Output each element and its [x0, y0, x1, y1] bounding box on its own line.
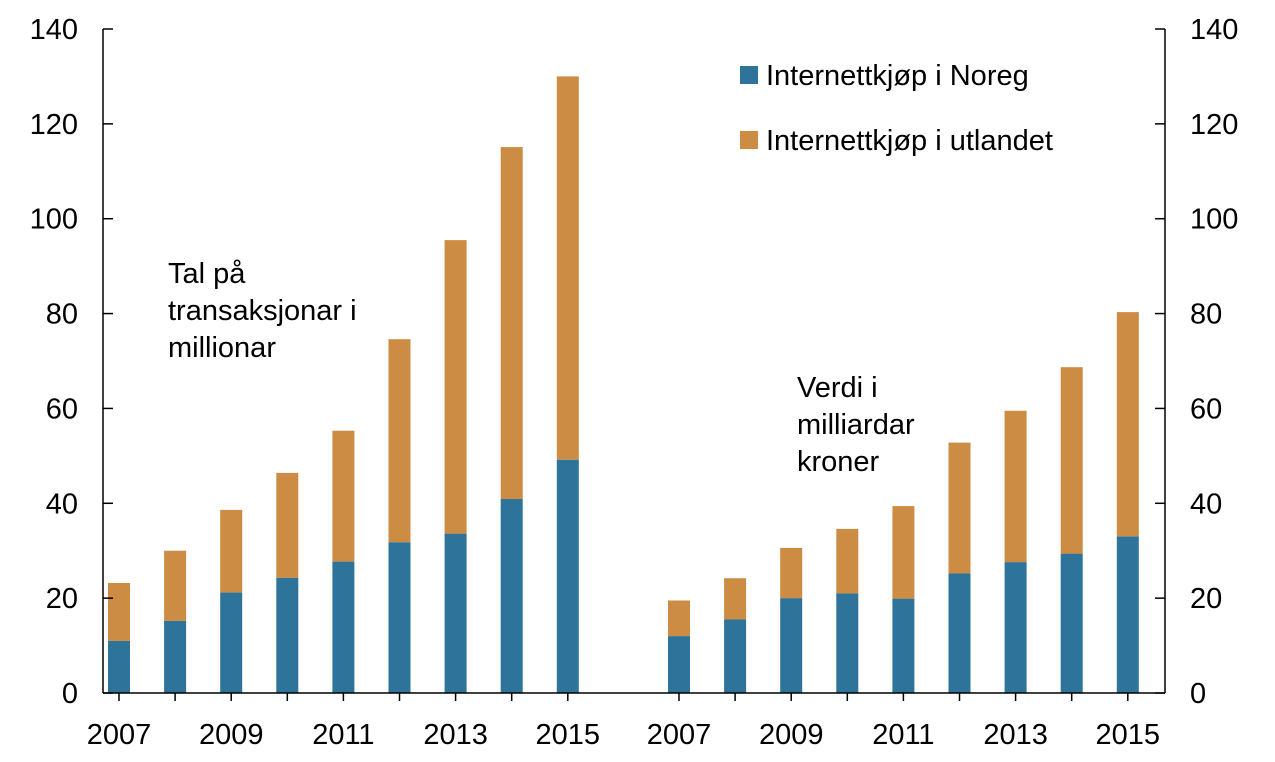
bar-g2-2013-s2 — [1004, 410, 1027, 563]
y-tick-label-right-60: 60 — [1190, 393, 1222, 425]
bar-g1-2010-s2 — [276, 472, 299, 578]
bar-g1-2012-s1 — [388, 542, 411, 693]
y-tick-label-left-0: 0 — [62, 678, 78, 710]
y-tick-label-left-120: 120 — [30, 109, 78, 141]
bar-g1-2007-s1 — [108, 640, 130, 693]
y-tick-label-right-120: 120 — [1190, 109, 1238, 141]
x-tick-label-7: 2011 — [872, 719, 934, 751]
bar-g2-2008-s2 — [724, 578, 747, 620]
annotation-left-line-3: millionar — [168, 332, 276, 364]
bar-g1-2011-s2 — [332, 430, 355, 562]
y-tick-label-left-40: 40 — [46, 488, 78, 520]
x-tick-label-6: 2009 — [759, 719, 824, 751]
x-tick-label-8: 2013 — [983, 719, 1048, 751]
x-tick-label-3: 2013 — [423, 719, 488, 751]
bar-g1-2013-s2 — [444, 240, 467, 534]
legend: Internettkjøp i Noreg Internettkjøp i utl… — [740, 60, 1053, 157]
bar-g2-2014-s2 — [1060, 367, 1083, 554]
annotation-left-line-2: transaksjonar i — [168, 295, 357, 327]
bar-g1-2007-s2 — [108, 583, 130, 641]
annotation-left-line-1: Tal på — [168, 258, 246, 290]
bar-g2-2007-s1 — [668, 636, 690, 693]
bar-g1-2008-s2 — [164, 550, 187, 621]
bar-g2-2007-s2 — [668, 600, 690, 637]
bar-g2-2010-s2 — [836, 528, 859, 594]
bar-g2-2011-s2 — [892, 506, 915, 599]
x-tick-label-4: 2015 — [536, 719, 601, 751]
bar-g1-2014-s1 — [500, 499, 523, 693]
bar-g2-2015-s2 — [1116, 312, 1139, 537]
y-tick-label-right-100: 100 — [1190, 204, 1238, 236]
annotation-right-line-1: Verdi i — [797, 372, 878, 404]
annotation-right-line-3: kroner — [797, 446, 880, 478]
y-tick-label-right-80: 80 — [1190, 299, 1222, 331]
bar-g1-2014-s2 — [500, 147, 523, 499]
y-tick-label-left-140: 140 — [30, 14, 78, 46]
bar-g2-2008-s1 — [724, 619, 747, 693]
bar-g1-2011-s1 — [332, 561, 355, 693]
bar-g1-2008-s1 — [164, 620, 187, 693]
y-tick-label-left-20: 20 — [46, 583, 78, 615]
y-tick-label-right-140: 140 — [1190, 14, 1238, 46]
bar-g1-2009-s2 — [220, 509, 243, 593]
x-tick-label-0: 2007 — [87, 719, 152, 751]
bar-g1-2015-s1 — [556, 459, 579, 693]
legend-swatch-2 — [740, 131, 758, 149]
x-tick-label-1: 2009 — [199, 719, 264, 751]
x-tick-label-9: 2015 — [1096, 719, 1161, 751]
legend-label-1: Internettkjøp i Noreg — [766, 60, 1029, 92]
y-tick-label-right-0: 0 — [1190, 678, 1206, 710]
y-tick-label-left-100: 100 — [30, 204, 78, 236]
bar-g1-2010-s1 — [276, 577, 299, 693]
bar-g2-2009-s2 — [780, 547, 803, 599]
legend-swatch-1 — [740, 66, 758, 84]
bar-g1-2009-s1 — [220, 592, 243, 693]
bar-g2-2014-s1 — [1060, 553, 1083, 693]
y-tick-label-left-80: 80 — [46, 299, 78, 331]
bar-g2-2010-s1 — [836, 593, 859, 693]
bar-g1-2015-s2 — [556, 76, 579, 460]
x-tick-label-2: 2011 — [312, 719, 374, 751]
bar-g1-2012-s2 — [388, 339, 411, 543]
bar-g2-2012-s2 — [948, 442, 971, 574]
y-tick-label-right-20: 20 — [1190, 583, 1222, 615]
bar-g2-2012-s1 — [948, 573, 971, 693]
annotations: Tal på transaksjonar i millionar Verdi i mil… — [168, 258, 915, 478]
bar-g2-2011-s1 — [892, 598, 915, 693]
y-tick-label-left-60: 60 — [46, 393, 78, 425]
plot-area: 0 20 40 60 80 100 120 140 0 20 40 60 80 100 120 140 2007… — [30, 14, 1239, 751]
x-tick-label-5: 2007 — [647, 719, 712, 751]
annotation-right-line-2: milliardar — [797, 409, 915, 441]
bar-g2-2009-s1 — [780, 598, 803, 693]
legend-label-2: Internettkjøp i utlandet — [766, 125, 1053, 157]
y-tick-label-right-40: 40 — [1190, 488, 1222, 520]
bar-g2-2013-s1 — [1004, 562, 1027, 693]
bar-g1-2013-s1 — [444, 533, 467, 693]
bar-g2-2015-s1 — [1116, 536, 1139, 693]
